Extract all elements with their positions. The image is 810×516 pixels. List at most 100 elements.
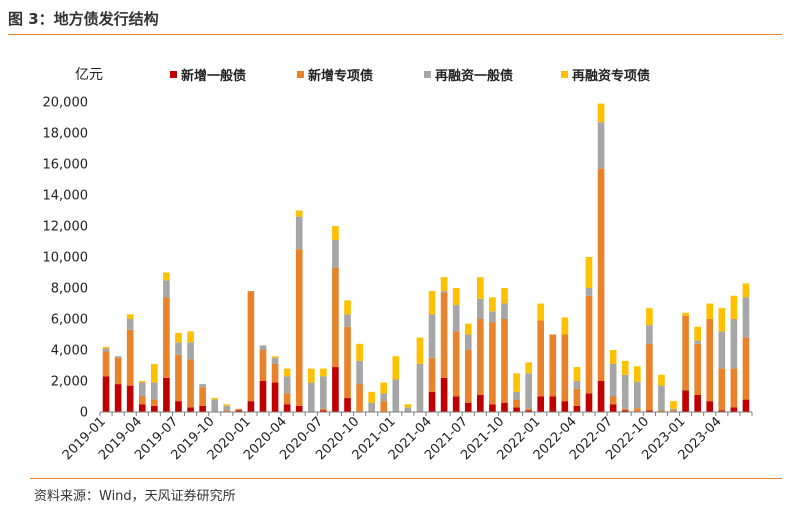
bar-segment-series-3 <box>452 305 460 332</box>
bar-stack-2022-06 <box>597 103 605 412</box>
bar-segment-series-1 <box>646 410 653 412</box>
bar-stack-2021-02 <box>404 404 412 412</box>
bar-segment-series-4 <box>320 368 327 377</box>
bar-segment-series-1 <box>163 377 170 412</box>
bar-segment-series-3 <box>392 379 400 412</box>
bar-stack-2023-03 <box>706 303 714 412</box>
bar-segment-series-4 <box>682 312 689 316</box>
bar-segment-series-4 <box>658 374 665 386</box>
legend-item-3: 再融资一般债 <box>424 68 513 84</box>
y-tick: 4,000 <box>51 344 88 359</box>
bar-segment-series-3 <box>694 340 701 344</box>
bar-segment-series-3 <box>621 374 629 409</box>
y-tick-label: 0 <box>80 406 88 421</box>
bar-stack-2020-08 <box>332 226 339 412</box>
bar-segment-series-2 <box>295 249 303 406</box>
bar-segment-series-2 <box>706 319 714 402</box>
bar-segment-series-4 <box>621 360 629 375</box>
bar-segment-series-3 <box>742 297 750 338</box>
bar-segment-series-3 <box>332 239 339 268</box>
bar-segment-series-3 <box>489 311 496 323</box>
bar-segment-series-1 <box>477 394 484 412</box>
bar-segment-series-4 <box>718 308 726 332</box>
figure-title: 图 3：地方债发行结构 <box>8 10 159 28</box>
x-axis: 2019-012019-042019-072019-102020-012020-… <box>60 411 753 463</box>
legend-label: 再融资一般债 <box>435 68 513 84</box>
bar-segment-series-3 <box>114 356 122 358</box>
bar-stack-2019-10 <box>211 398 219 412</box>
y-tick-label: 16,000 <box>43 158 89 173</box>
bar-stack-2021-05 <box>440 277 448 412</box>
bar-segment-series-4 <box>489 297 496 312</box>
bar-segment-series-4 <box>609 350 617 364</box>
bar-segment-series-4 <box>344 300 351 315</box>
bar-segment-series-3 <box>344 314 351 327</box>
title-divider <box>8 34 782 35</box>
bar-segment-series-2 <box>247 291 255 402</box>
bar-segment-series-2 <box>609 396 617 405</box>
bar-stack-2019-08 <box>187 331 194 412</box>
bar-segment-series-2 <box>537 320 545 397</box>
bar-segment-series-3 <box>187 342 194 360</box>
bar-segment-series-4 <box>332 226 339 240</box>
bar-stack-2019-01 <box>102 346 110 412</box>
bar-segment-series-2 <box>621 408 629 411</box>
bar-segment-series-2 <box>344 326 351 399</box>
bar-segment-series-2 <box>585 295 593 394</box>
bar-stack-2022-03 <box>561 317 569 412</box>
bar-stack-2021-08 <box>477 277 484 412</box>
y-tick: 6,000 <box>51 313 88 328</box>
bar-segment-series-1 <box>187 407 194 412</box>
bar-segment-series-1 <box>513 407 520 412</box>
bar-stack-2023-02 <box>694 326 701 412</box>
bar-segment-series-3 <box>513 391 520 400</box>
bar-stack-2020-10 <box>356 343 363 412</box>
bar-segment-series-3 <box>658 385 665 411</box>
y-tick: 8,000 <box>51 282 88 297</box>
bar-segment-series-2 <box>199 387 206 406</box>
bar-stack-2020-02 <box>259 345 267 412</box>
bar-stack-2020-11 <box>368 391 375 412</box>
bar-segment-series-2 <box>452 331 460 397</box>
y-tick: 18,000 <box>43 127 89 142</box>
bar-segment-series-2 <box>573 388 581 406</box>
bar-segment-series-2 <box>489 322 496 405</box>
bar-segment-series-4 <box>670 401 677 409</box>
bar-segment-series-3 <box>211 399 219 412</box>
bar-stack-2023-04 <box>718 308 726 412</box>
bar-segment-series-1 <box>283 404 291 412</box>
bar-stack-2022-09 <box>633 366 641 412</box>
bar-segment-series-3 <box>609 363 617 397</box>
bar-stack-2019-05 <box>151 363 158 412</box>
bar-segment-series-2 <box>126 329 134 386</box>
bar-segment-series-1 <box>138 404 146 412</box>
bar-stack-2020-03 <box>271 356 279 412</box>
bar-segment-series-4 <box>706 303 714 319</box>
bar-segment-series-2 <box>440 292 448 378</box>
bar-segment-series-3 <box>428 314 436 358</box>
bar-segment-series-4 <box>368 391 375 403</box>
bar-segment-series-1 <box>271 382 279 412</box>
legend-label: 新增一般债 <box>181 68 246 84</box>
y-tick: 12,000 <box>43 220 89 235</box>
bar-segment-series-3 <box>404 407 412 412</box>
bar-segment-series-2 <box>271 363 279 383</box>
bar-segment-series-1 <box>247 401 255 412</box>
bar-segment-series-1 <box>428 391 436 412</box>
bar-stack-2022-10 <box>646 308 653 412</box>
bar-segment-series-1 <box>344 398 351 412</box>
y-tick: 14,000 <box>43 189 89 204</box>
bar-segment-series-3 <box>295 216 303 250</box>
bar-segment-series-2 <box>356 384 363 412</box>
bar-segment-series-1 <box>114 384 122 412</box>
bar-segment-series-3 <box>501 303 508 319</box>
bar-segment-series-1 <box>561 401 569 412</box>
bar-segment-series-4 <box>392 356 400 380</box>
bar-segment-series-2 <box>259 350 267 381</box>
bar-segment-series-4 <box>537 303 545 321</box>
y-tick: 0 <box>80 406 88 421</box>
bar-segment-series-4 <box>525 362 532 374</box>
bar-segment-series-1 <box>597 381 605 412</box>
y-tick: 20,000 <box>43 96 89 111</box>
bar-stack-2019-02 <box>114 356 122 412</box>
